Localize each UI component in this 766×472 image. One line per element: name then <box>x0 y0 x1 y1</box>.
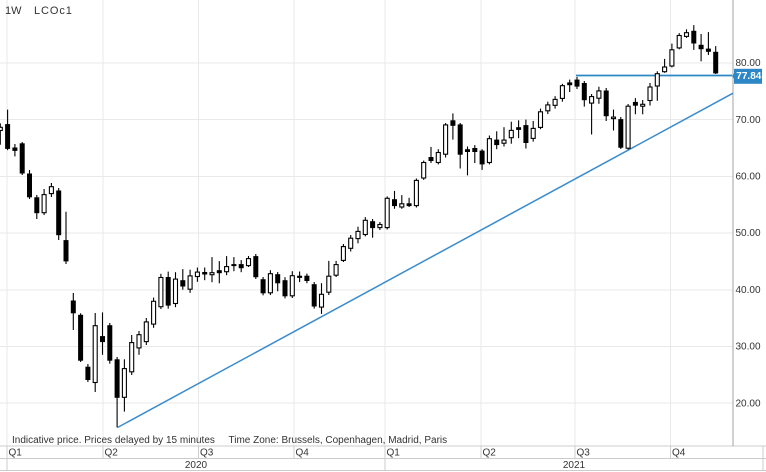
svg-text:30.00: 30.00 <box>736 342 761 353</box>
svg-text:Q2: Q2 <box>105 448 119 459</box>
svg-text:77.84: 77.84 <box>736 71 761 82</box>
svg-text:Time Zone: Brussels, Copenhage: Time Zone: Brussels, Copenhagen, Madrid,… <box>229 435 448 446</box>
svg-text:70.00: 70.00 <box>736 115 761 126</box>
svg-text:Q3: Q3 <box>577 448 591 459</box>
svg-text:20.00: 20.00 <box>736 398 761 409</box>
svg-text:50.00: 50.00 <box>736 228 761 239</box>
svg-text:2020: 2020 <box>185 460 208 471</box>
svg-text:60.00: 60.00 <box>736 172 761 183</box>
svg-text:Q1: Q1 <box>387 448 401 459</box>
svg-text:40.00: 40.00 <box>736 285 761 296</box>
svg-text:2021: 2021 <box>563 460 586 471</box>
svg-text:Indicative price. Prices delay: Indicative price. Prices delayed by 15 m… <box>12 435 215 446</box>
svg-text:Q1: Q1 <box>9 448 23 459</box>
svg-text:1W: 1W <box>5 5 22 17</box>
svg-text:Q4: Q4 <box>672 448 686 459</box>
svg-text:Q2: Q2 <box>483 448 497 459</box>
svg-text:Q4: Q4 <box>296 448 310 459</box>
svg-text:80.00: 80.00 <box>736 58 761 69</box>
svg-text:Q3: Q3 <box>200 448 214 459</box>
svg-text:LCOc1: LCOc1 <box>34 5 73 17</box>
